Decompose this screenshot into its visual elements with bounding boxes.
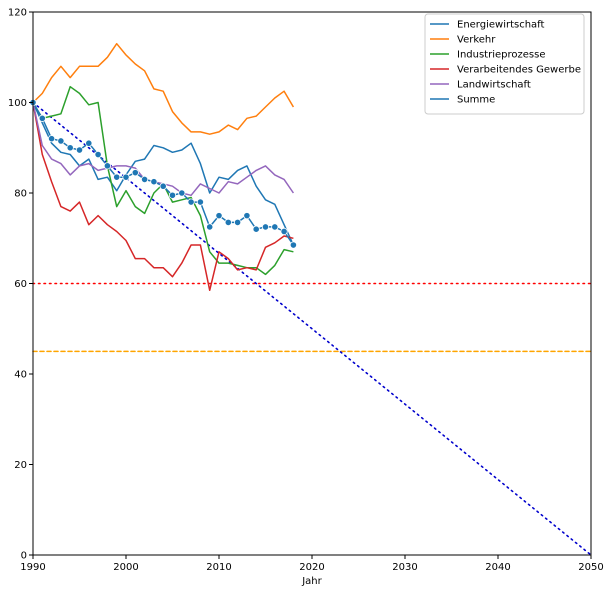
data-point-summe xyxy=(271,223,279,231)
y-tick-label: 40 xyxy=(14,370,27,381)
legend-entry-energiewirtschaft: Energiewirtschaft xyxy=(457,20,545,31)
data-point-summe xyxy=(47,135,56,143)
x-tick-label: 2050 xyxy=(578,562,603,573)
data-point-summe xyxy=(168,191,177,199)
x-tick-label: 2030 xyxy=(392,562,417,573)
data-point-summe xyxy=(103,162,112,170)
series-line-verarbeitendes-gewerbe xyxy=(32,102,294,292)
data-point-summe xyxy=(57,137,65,145)
data-point-summe xyxy=(243,212,251,220)
trend-line xyxy=(32,101,592,556)
y-tick-label: 60 xyxy=(14,279,27,290)
legend-entry-industrieprozesse: Industrieprozesse xyxy=(457,50,545,61)
data-point-summe xyxy=(289,241,297,249)
x-tick-label: 1990 xyxy=(20,562,45,573)
data-point-summe xyxy=(187,198,195,206)
y-tick-label: 100 xyxy=(8,98,27,109)
data-point-summe xyxy=(280,227,288,236)
reference-lines xyxy=(32,101,592,556)
data-point-summe xyxy=(85,139,93,147)
data-point-summe xyxy=(113,173,121,181)
legend-entry-verkehr: Verkehr xyxy=(457,35,496,46)
data-point-summe xyxy=(252,225,260,233)
y-tick-label: 0 xyxy=(21,551,27,562)
data-point-summe xyxy=(234,218,242,227)
data-point-summe xyxy=(122,173,130,181)
data-point-summe xyxy=(131,169,139,177)
axis-ticks: 1990 2000 2010 2020 2030 2040 2050020406080100… xyxy=(8,8,604,574)
data-point-summe xyxy=(178,189,186,197)
data-point-summe xyxy=(66,144,74,152)
y-tick-label: 20 xyxy=(14,460,27,471)
legend-box xyxy=(424,13,585,115)
y-tick-label: 80 xyxy=(14,189,27,200)
data-point-summe xyxy=(159,182,167,190)
data-point-summe xyxy=(75,146,84,154)
data-point-summe xyxy=(150,178,158,186)
data-point-summe xyxy=(38,114,46,122)
x-tick-label: 2040 xyxy=(485,562,510,573)
legend-entry-summe: Summe xyxy=(457,95,495,106)
data-point-summe xyxy=(141,175,149,184)
series-line-verkehr xyxy=(32,42,295,135)
legend: Energiewirtschaft Verkehr Industrieprozess… xyxy=(424,13,585,115)
series-line-energiewirtschaft xyxy=(32,102,295,246)
x-tick-label: 2000 xyxy=(113,562,138,573)
x-tick-label: 2020 xyxy=(299,562,324,573)
legend-entry-verarbeitendes-gewerbe: Verarbeitendes Gewerbe xyxy=(457,65,581,76)
data-point-summe xyxy=(206,223,214,231)
data-point-summe xyxy=(215,212,223,220)
data-point-summe xyxy=(224,218,232,227)
data-point-summe xyxy=(261,223,270,231)
y-tick-label: 120 xyxy=(8,8,27,19)
x-axis-label: Jahr xyxy=(301,576,322,587)
series-layer xyxy=(29,42,297,292)
data-point-summe xyxy=(94,150,102,159)
data-point-summe xyxy=(196,198,204,206)
legend-entry-landwirtschaft: Landwirtschaft xyxy=(457,80,531,91)
x-tick-label: 2010 xyxy=(206,562,231,573)
